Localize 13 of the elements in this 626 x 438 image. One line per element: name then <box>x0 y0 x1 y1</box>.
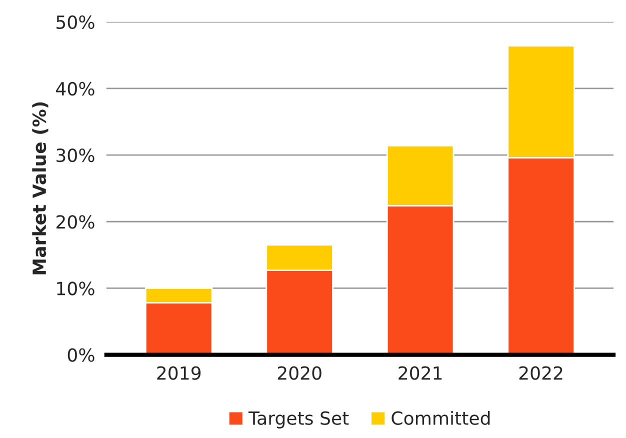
y-tick-label: 0% <box>68 348 94 362</box>
y-tick-label: 20% <box>56 215 94 229</box>
x-tick-label: 2021 <box>398 366 442 380</box>
x-tick-label: 2022 <box>519 366 562 380</box>
y-tick-label: 10% <box>57 282 94 296</box>
y-tick-label: 40% <box>56 82 94 96</box>
x-tick-label: 2019 <box>157 366 201 380</box>
y-tick-label: 50% <box>56 15 94 30</box>
y-tick-label: 30% <box>56 148 94 162</box>
y-axis-title: Market Value (%) <box>32 102 48 274</box>
legend-label: Committed <box>392 410 490 425</box>
x-tick-label: 2020 <box>278 366 322 380</box>
legend-label: Targets Set <box>248 411 349 428</box>
